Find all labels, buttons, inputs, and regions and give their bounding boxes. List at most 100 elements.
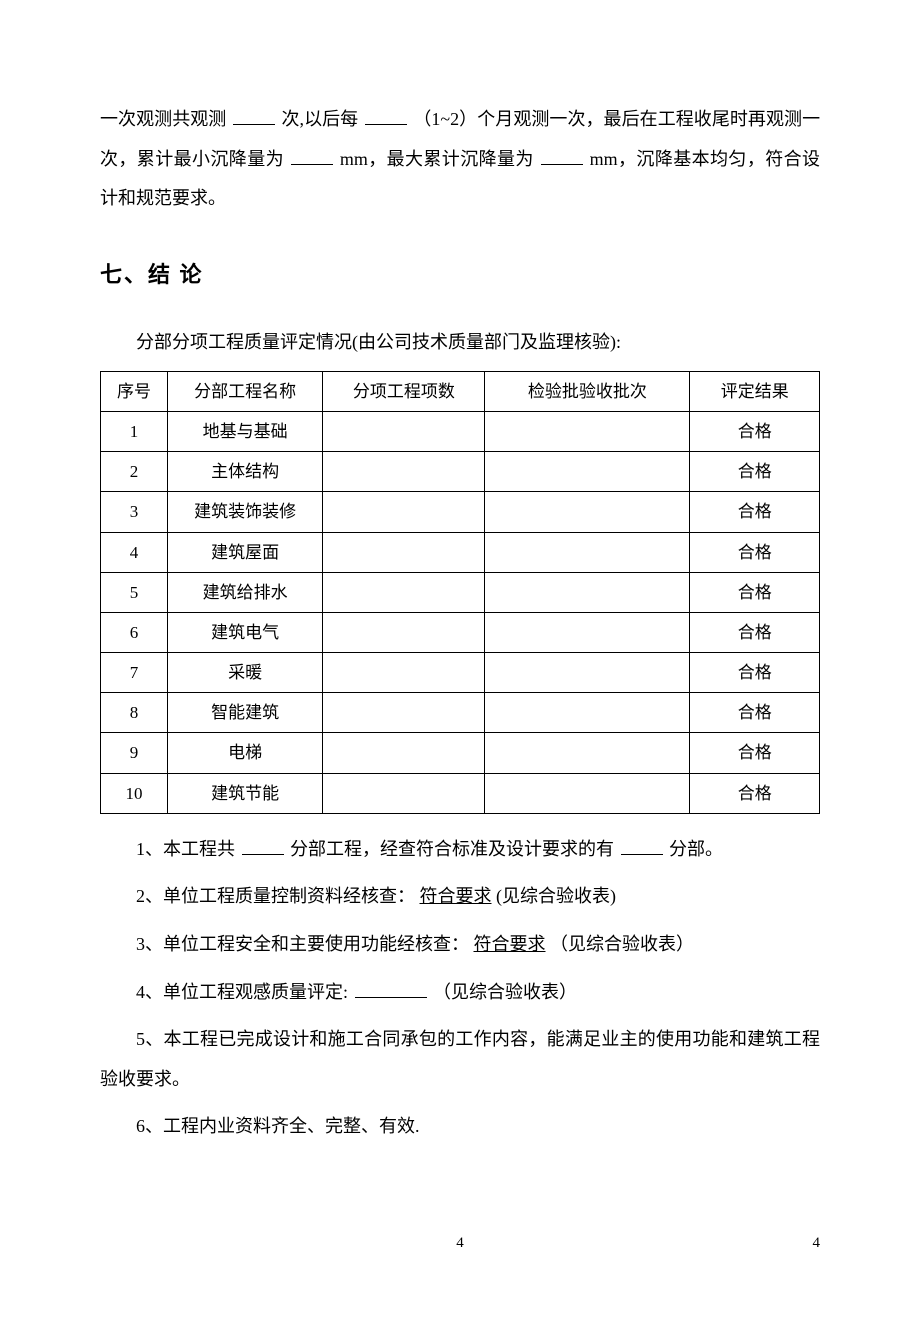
table-cell-count xyxy=(323,532,485,572)
quality-assessment-table: 序号 分部工程名称 分项工程项数 检验批验收批次 评定结果 1地基与基础合格2主… xyxy=(100,371,820,814)
section-heading-conclusion: 七、结 论 xyxy=(100,251,820,299)
text-seg1: 一次观测共观测 xyxy=(100,109,226,129)
table-cell-name: 智能建筑 xyxy=(167,693,322,733)
table-cell-name: 主体结构 xyxy=(167,452,322,492)
table-cell-name: 采暖 xyxy=(167,653,322,693)
item-5: 5、本工程已完成设计和施工合同承包的工作内容，能满足业主的使用功能和建筑工程验收… xyxy=(100,1020,820,1099)
table-cell-count xyxy=(323,733,485,773)
table-caption: 分部分项工程质量评定情况(由公司技术质量部门及监理核验): xyxy=(100,323,820,363)
table-cell-result: 合格 xyxy=(690,773,820,813)
blank-min-settlement xyxy=(291,147,333,165)
blank-max-settlement xyxy=(541,147,583,165)
item-3: 3、单位工程安全和主要使用功能经核查： 符合要求 （见综合验收表） xyxy=(100,925,820,965)
table-cell-count xyxy=(323,452,485,492)
table-cell-seq: 8 xyxy=(101,693,168,733)
table-cell-seq: 3 xyxy=(101,492,168,532)
item3-seg-a: 3、单位工程安全和主要使用功能经核查： xyxy=(136,934,469,954)
table-cell-seq: 6 xyxy=(101,612,168,652)
text-seg4: mm，最大累计沉降量为 xyxy=(340,149,534,169)
col-header-result: 评定结果 xyxy=(690,371,820,411)
item3-seg-b: （见综合验收表） xyxy=(550,934,694,954)
table-cell-name: 建筑装饰装修 xyxy=(167,492,322,532)
table-cell-result: 合格 xyxy=(690,452,820,492)
table-row: 8智能建筑 合格 xyxy=(101,693,820,733)
table-cell-result: 合格 xyxy=(690,612,820,652)
table-row: 2主体结构 合格 xyxy=(101,452,820,492)
page-number-center: 4 xyxy=(100,1227,820,1260)
col-header-name: 分部工程名称 xyxy=(167,371,322,411)
table-cell-batch xyxy=(485,773,690,813)
table-cell-name: 建筑节能 xyxy=(167,773,322,813)
table-cell-seq: 2 xyxy=(101,452,168,492)
table-cell-batch xyxy=(485,693,690,733)
blank-visual-quality xyxy=(355,980,427,998)
item2-seg-b: (见综合验收表) xyxy=(496,886,616,906)
table-cell-batch xyxy=(485,411,690,451)
table-row: 7采暖 合格 xyxy=(101,653,820,693)
table-cell-name: 建筑给排水 xyxy=(167,572,322,612)
blank-observe-times xyxy=(233,107,275,125)
table-cell-batch xyxy=(485,452,690,492)
table-cell-name: 电梯 xyxy=(167,733,322,773)
col-header-seq: 序号 xyxy=(101,371,168,411)
page-number-right: 4 xyxy=(813,1227,821,1260)
table-cell-batch xyxy=(485,612,690,652)
table-cell-seq: 7 xyxy=(101,653,168,693)
table-row: 6建筑电气 合格 xyxy=(101,612,820,652)
item1-seg-b: 分部工程，经查符合标准及设计要求的有 xyxy=(290,839,614,859)
table-cell-batch xyxy=(485,733,690,773)
item4-seg-b: （见综合验收表） xyxy=(433,982,577,1002)
table-cell-result: 合格 xyxy=(690,693,820,733)
table-cell-seq: 5 xyxy=(101,572,168,612)
table-row: 4建筑屋面 合格 xyxy=(101,532,820,572)
table-cell-batch xyxy=(485,653,690,693)
table-cell-result: 合格 xyxy=(690,653,820,693)
table-cell-name: 地基与基础 xyxy=(167,411,322,451)
text-seg2: 次,以后每 xyxy=(281,109,358,129)
table-row: 3建筑装饰装修 合格 xyxy=(101,492,820,532)
table-cell-count xyxy=(323,653,485,693)
table-row: 1地基与基础 合格 xyxy=(101,411,820,451)
table-cell-result: 合格 xyxy=(690,572,820,612)
table-header-row: 序号 分部工程名称 分项工程项数 检验批验收批次 评定结果 xyxy=(101,371,820,411)
item-4: 4、单位工程观感质量评定: （见综合验收表） xyxy=(100,973,820,1013)
col-header-batch: 检验批验收批次 xyxy=(485,371,690,411)
table-cell-name: 建筑电气 xyxy=(167,612,322,652)
blank-total-subsections xyxy=(242,837,284,855)
col-header-count: 分项工程项数 xyxy=(323,371,485,411)
table-cell-batch xyxy=(485,572,690,612)
table-row: 10建筑节能 合格 xyxy=(101,773,820,813)
table-cell-count xyxy=(323,572,485,612)
table-cell-batch xyxy=(485,492,690,532)
item-6: 6、工程内业资料齐全、完整、有效. xyxy=(100,1107,820,1147)
table-row: 9电梯 合格 xyxy=(101,733,820,773)
blank-qualified-subsections xyxy=(621,837,663,855)
table-cell-result: 合格 xyxy=(690,532,820,572)
page-footer: 4 4 xyxy=(100,1227,820,1260)
table-cell-batch xyxy=(485,532,690,572)
table-cell-seq: 4 xyxy=(101,532,168,572)
table-row: 5建筑给排水 合格 xyxy=(101,572,820,612)
item1-seg-a: 1、本工程共 xyxy=(136,839,235,859)
table-cell-seq: 9 xyxy=(101,733,168,773)
settlement-paragraph: 一次观测共观测 次,以后每 （1~2）个月观测一次，最后在工程收尾时再观测一次，… xyxy=(100,100,820,219)
table-cell-result: 合格 xyxy=(690,492,820,532)
item3-underline: 符合要求 xyxy=(474,934,546,954)
table-cell-seq: 10 xyxy=(101,773,168,813)
table-cell-result: 合格 xyxy=(690,733,820,773)
item2-seg-a: 2、单位工程质量控制资料经核查： xyxy=(136,886,415,906)
item2-underline: 符合要求 xyxy=(420,886,492,906)
table-cell-count xyxy=(323,773,485,813)
table-cell-seq: 1 xyxy=(101,411,168,451)
blank-interval xyxy=(365,107,407,125)
table-cell-result: 合格 xyxy=(690,411,820,451)
item-2: 2、单位工程质量控制资料经核查： 符合要求 (见综合验收表) xyxy=(100,877,820,917)
item4-seg-a: 4、单位工程观感质量评定: xyxy=(136,982,348,1002)
table-cell-count xyxy=(323,411,485,451)
item1-seg-c: 分部。 xyxy=(669,839,723,859)
table-cell-name: 建筑屋面 xyxy=(167,532,322,572)
table-cell-count xyxy=(323,693,485,733)
table-cell-count xyxy=(323,492,485,532)
table-cell-count xyxy=(323,612,485,652)
item-1: 1、本工程共 分部工程，经查符合标准及设计要求的有 分部。 xyxy=(100,830,820,870)
